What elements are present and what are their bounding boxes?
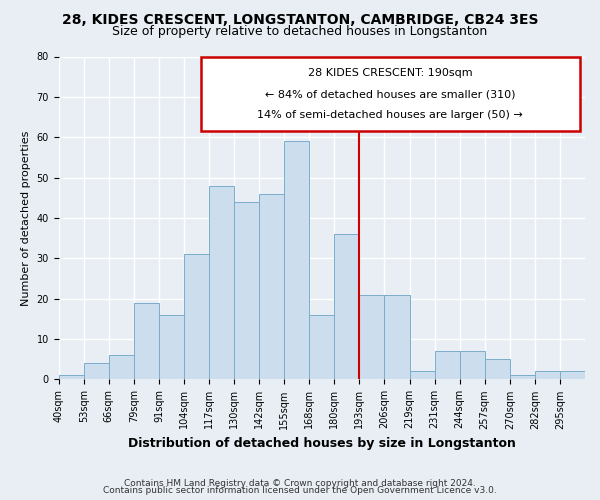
Bar bbox=[410, 372, 434, 380]
Bar bbox=[560, 372, 585, 380]
Text: Size of property relative to detached houses in Longstanton: Size of property relative to detached ho… bbox=[112, 25, 488, 38]
Text: Contains public sector information licensed under the Open Government Licence v3: Contains public sector information licen… bbox=[103, 486, 497, 495]
Bar bbox=[234, 202, 259, 380]
Text: Contains HM Land Registry data © Crown copyright and database right 2024.: Contains HM Land Registry data © Crown c… bbox=[124, 478, 476, 488]
Bar bbox=[84, 364, 109, 380]
Bar bbox=[109, 355, 134, 380]
Y-axis label: Number of detached properties: Number of detached properties bbox=[21, 130, 31, 306]
FancyBboxPatch shape bbox=[201, 56, 580, 131]
Bar bbox=[309, 315, 334, 380]
X-axis label: Distribution of detached houses by size in Longstanton: Distribution of detached houses by size … bbox=[128, 437, 516, 450]
Bar bbox=[209, 186, 234, 380]
Text: ← 84% of detached houses are smaller (310): ← 84% of detached houses are smaller (31… bbox=[265, 90, 515, 100]
Bar bbox=[184, 254, 209, 380]
Bar bbox=[259, 194, 284, 380]
Bar bbox=[59, 376, 84, 380]
Text: 28, KIDES CRESCENT, LONGSTANTON, CAMBRIDGE, CB24 3ES: 28, KIDES CRESCENT, LONGSTANTON, CAMBRID… bbox=[62, 12, 538, 26]
Bar bbox=[485, 360, 510, 380]
Bar bbox=[460, 351, 485, 380]
Bar bbox=[159, 315, 184, 380]
Bar bbox=[385, 294, 410, 380]
Bar bbox=[535, 372, 560, 380]
Text: 28 KIDES CRESCENT: 190sqm: 28 KIDES CRESCENT: 190sqm bbox=[308, 68, 473, 78]
Bar bbox=[510, 376, 535, 380]
Bar bbox=[359, 294, 385, 380]
Bar bbox=[334, 234, 359, 380]
Bar bbox=[134, 302, 159, 380]
Bar bbox=[434, 351, 460, 380]
Text: 14% of semi-detached houses are larger (50) →: 14% of semi-detached houses are larger (… bbox=[257, 110, 523, 120]
Bar bbox=[284, 142, 309, 380]
